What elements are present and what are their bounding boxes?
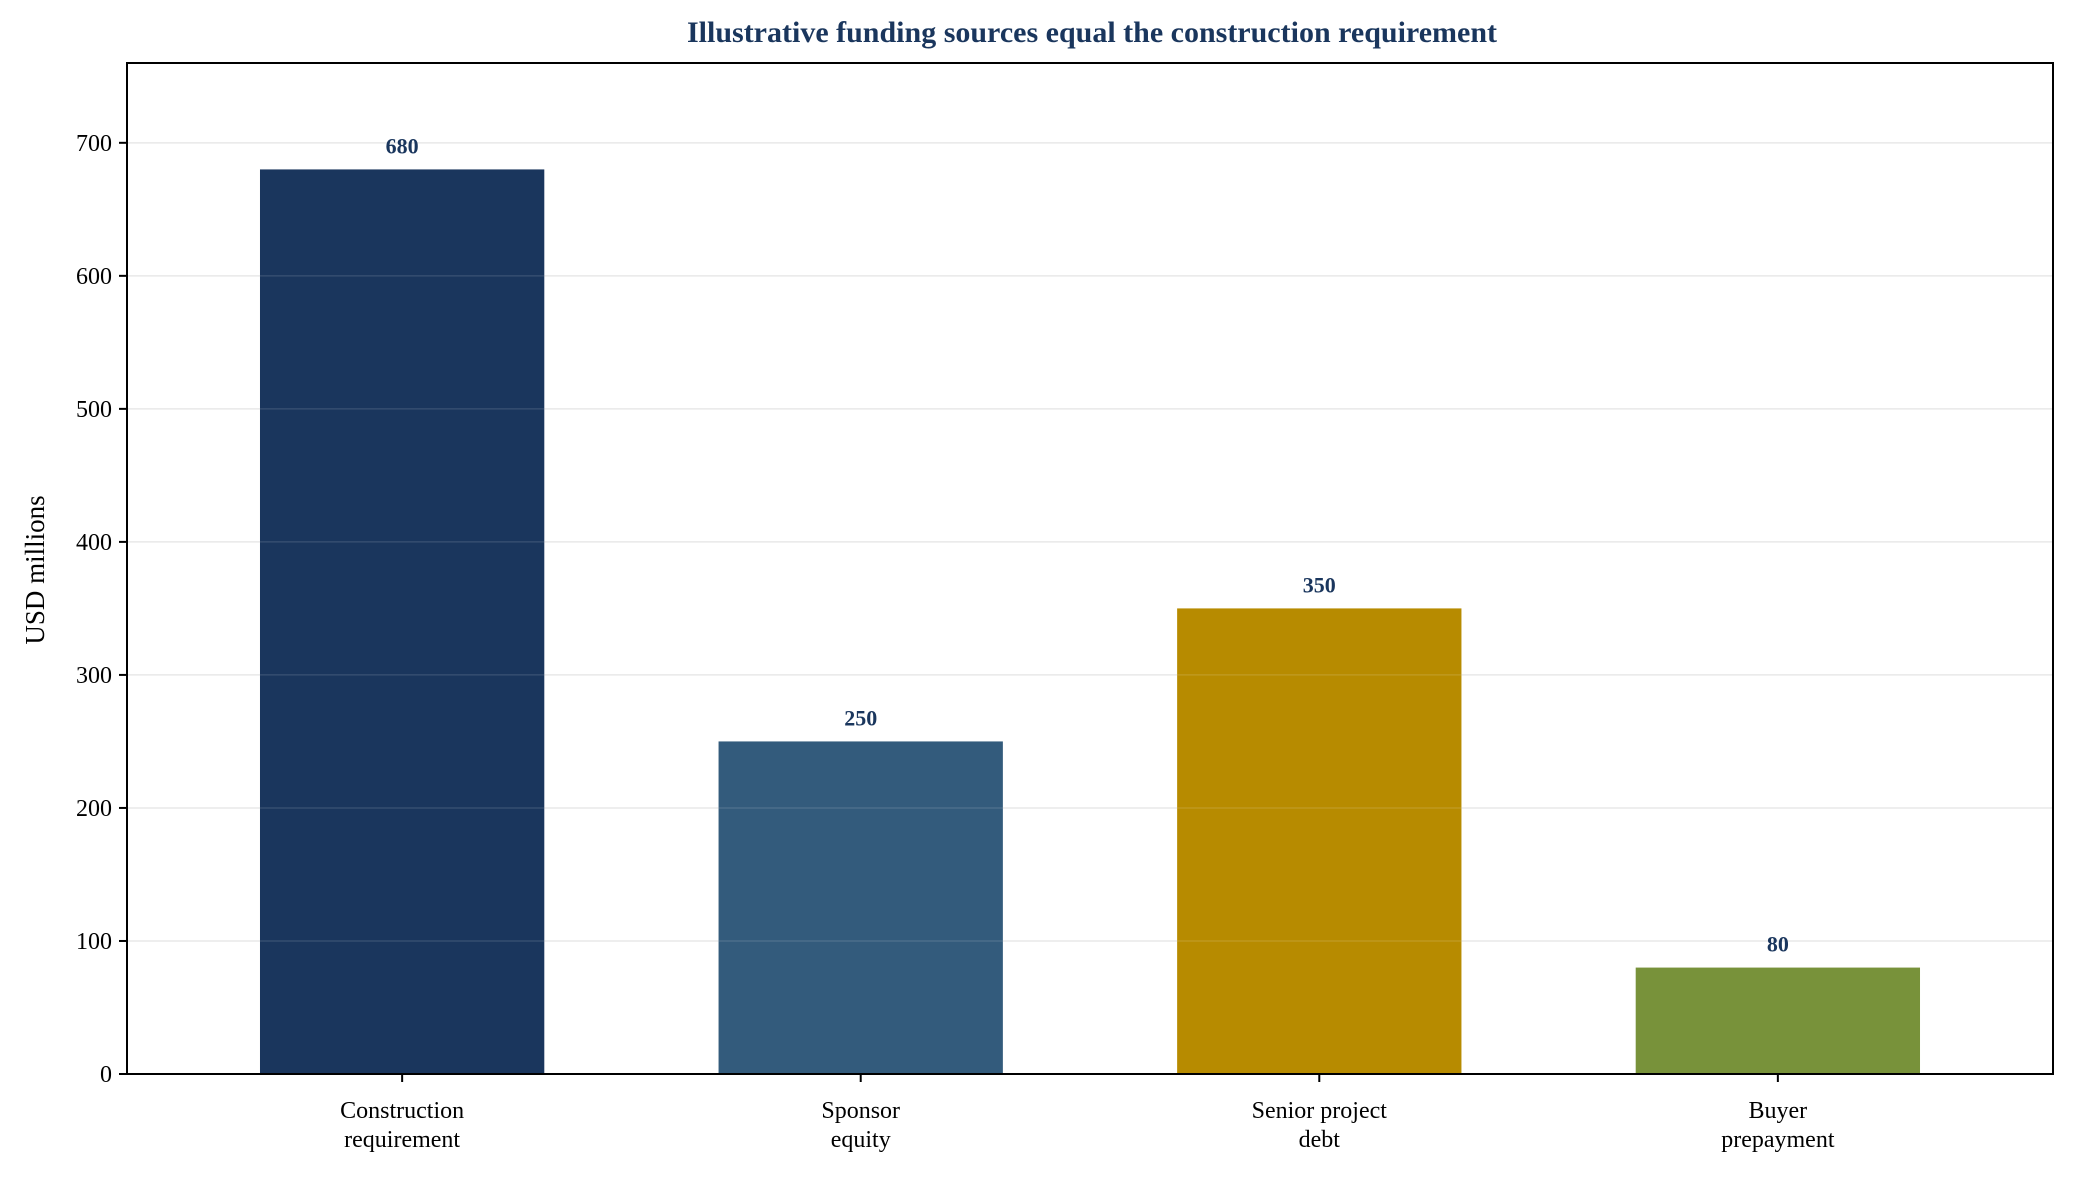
x-tick-label: Sponsor equity — [821, 1098, 900, 1153]
labels: 0 100 200 300 400 500 600 700 Construction requir… — [76, 131, 1835, 1153]
bar — [718, 741, 1003, 1074]
plot-frame — [126, 62, 2054, 1075]
x-tick-label-line: Buyer — [1749, 1098, 1808, 1124]
y-tick-label: 0 — [100, 1062, 112, 1088]
y-tick-label: 400 — [76, 530, 112, 556]
bar — [1177, 608, 1462, 1074]
x-tick-label-line: Senior project — [1252, 1098, 1388, 1124]
y-tick-label: 500 — [76, 397, 112, 423]
bar — [1635, 967, 1921, 1074]
y-tick-label: 600 — [76, 264, 112, 290]
x-tick-label-line: Construction — [340, 1098, 464, 1124]
data-label: 350 — [1303, 572, 1336, 597]
x-tick-label-line: requirement — [344, 1127, 460, 1153]
x-tick-label: Construction requirement — [340, 1098, 464, 1153]
bar — [259, 169, 545, 1075]
y-axis-label: USD millions — [20, 495, 50, 644]
x-tick-label-line: equity — [831, 1127, 891, 1153]
y-tick-label: 700 — [76, 131, 112, 157]
x-tick-label: Senior project debt — [1252, 1098, 1388, 1153]
x-tick-label: Buyer prepayment — [1721, 1098, 1835, 1153]
chart-title: Illustrative funding sources equal the c… — [687, 16, 1497, 49]
bars — [127, 142, 2053, 1075]
x-tick-label-line: Sponsor — [821, 1098, 900, 1124]
x-tick-label-line: debt — [1299, 1127, 1341, 1153]
axes — [119, 62, 2054, 1082]
data-label: 80 — [1767, 932, 1789, 957]
data-label: 250 — [844, 705, 877, 730]
y-tick-label: 200 — [76, 796, 112, 822]
data-label: 680 — [386, 133, 419, 158]
y-tick-label: 100 — [76, 929, 112, 955]
x-tick-label-line: prepayment — [1721, 1127, 1835, 1153]
y-tick-label: 300 — [76, 663, 112, 689]
